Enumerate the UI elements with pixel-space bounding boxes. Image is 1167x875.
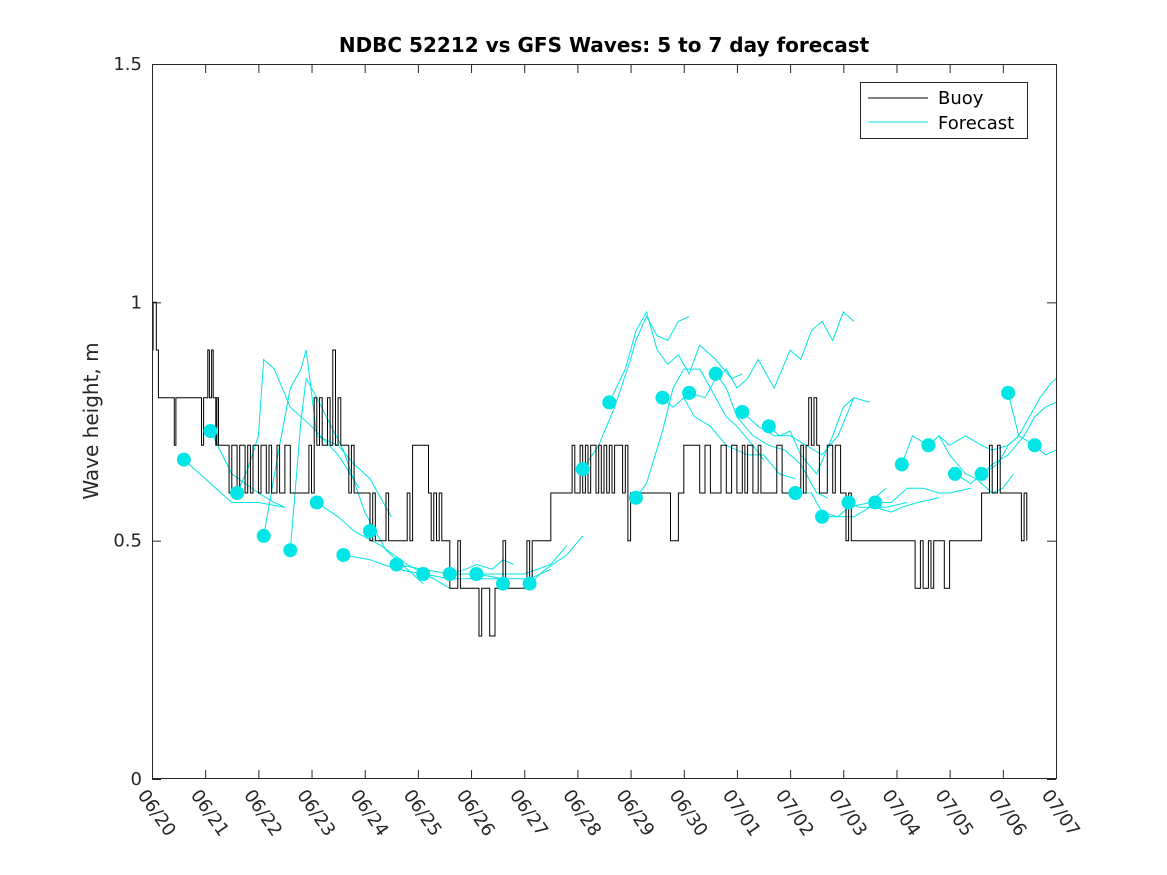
forecast-marker-8 [389, 557, 404, 572]
forecast-marker-22 [788, 486, 803, 500]
forecast-line-16 [715, 373, 828, 499]
forecast-line-21 [848, 497, 940, 513]
forecast-marker-1 [203, 424, 218, 438]
forecast-line-0 [183, 459, 285, 508]
forecast-marker-18 [682, 385, 697, 400]
plot-frame [152, 64, 1057, 779]
chart-title: NDBC 52212 vs GFS Waves: 5 to 7 day fore… [339, 33, 870, 57]
legend-box [860, 82, 1028, 139]
forecast-line-22 [875, 487, 972, 503]
forecast-line-9 [476, 545, 568, 575]
forecast-line-18 [768, 397, 871, 475]
forecast-marker-2 [230, 486, 245, 500]
forecast-marker-23 [815, 509, 829, 524]
forecast-line-24 [928, 435, 1014, 494]
forecast-marker-12 [496, 576, 510, 591]
forecast-line-11 [582, 315, 690, 470]
forecast-line-26 [981, 378, 1057, 475]
forecast-marker-27 [921, 438, 936, 453]
forecast-line-2 [236, 358, 360, 494]
y-tick-label-1: 0.5 [113, 531, 142, 552]
forecast-marker-19 [708, 366, 723, 381]
forecast-marker-4 [283, 543, 298, 558]
forecast-marker-15 [602, 395, 617, 410]
forecast-marker-10 [442, 567, 457, 581]
forecast-line-5 [316, 502, 451, 589]
forecast-marker-17 [655, 390, 670, 405]
forecast-marker-24 [841, 495, 856, 510]
forecast-marker-13 [522, 576, 537, 591]
forecast-marker-3 [256, 528, 271, 543]
y-tick-label-0: 0 [131, 769, 142, 790]
forecast-marker-6 [336, 548, 351, 562]
forecast-marker-29 [974, 466, 989, 481]
forecast-marker-9 [416, 567, 431, 581]
forecast-marker-16 [628, 490, 643, 505]
forecast-line-8 [449, 559, 514, 575]
forecast-line-10 [529, 535, 584, 584]
forecast-marker-7 [363, 524, 377, 539]
y-tick-label-2: 1 [131, 292, 142, 313]
forecast-marker-0 [176, 452, 191, 467]
forecast-line-13 [635, 368, 764, 499]
forecast-marker-30 [1001, 385, 1016, 400]
legend-buoy-label: Buoy [938, 88, 984, 109]
legend: Buoy Forecast [860, 82, 1028, 139]
plot-marks [152, 301, 1057, 637]
y-axis-label: Wave height, m [79, 342, 103, 499]
forecast-line-17 [741, 397, 855, 456]
forecast-marker-11 [469, 567, 484, 581]
forecast-line-3 [263, 349, 392, 536]
forecast-marker-5 [309, 495, 324, 510]
forecast-line-20 [822, 502, 908, 518]
y-tick-label-3: 1.5 [113, 54, 142, 75]
forecast-marker-25 [868, 495, 883, 510]
forecast-line-25 [954, 401, 1057, 485]
forecast-marker-20 [735, 405, 750, 419]
forecast-marker-31 [1027, 438, 1042, 453]
buoy-line [152, 301, 1028, 637]
legend-forecast-label: Forecast [938, 113, 1014, 134]
forecast-line-12 [608, 310, 743, 403]
forecast-marker-28 [948, 466, 962, 481]
forecast-marker-14 [575, 462, 590, 477]
forecast-marker-21 [761, 419, 776, 434]
forecast-marker-26 [894, 457, 909, 472]
